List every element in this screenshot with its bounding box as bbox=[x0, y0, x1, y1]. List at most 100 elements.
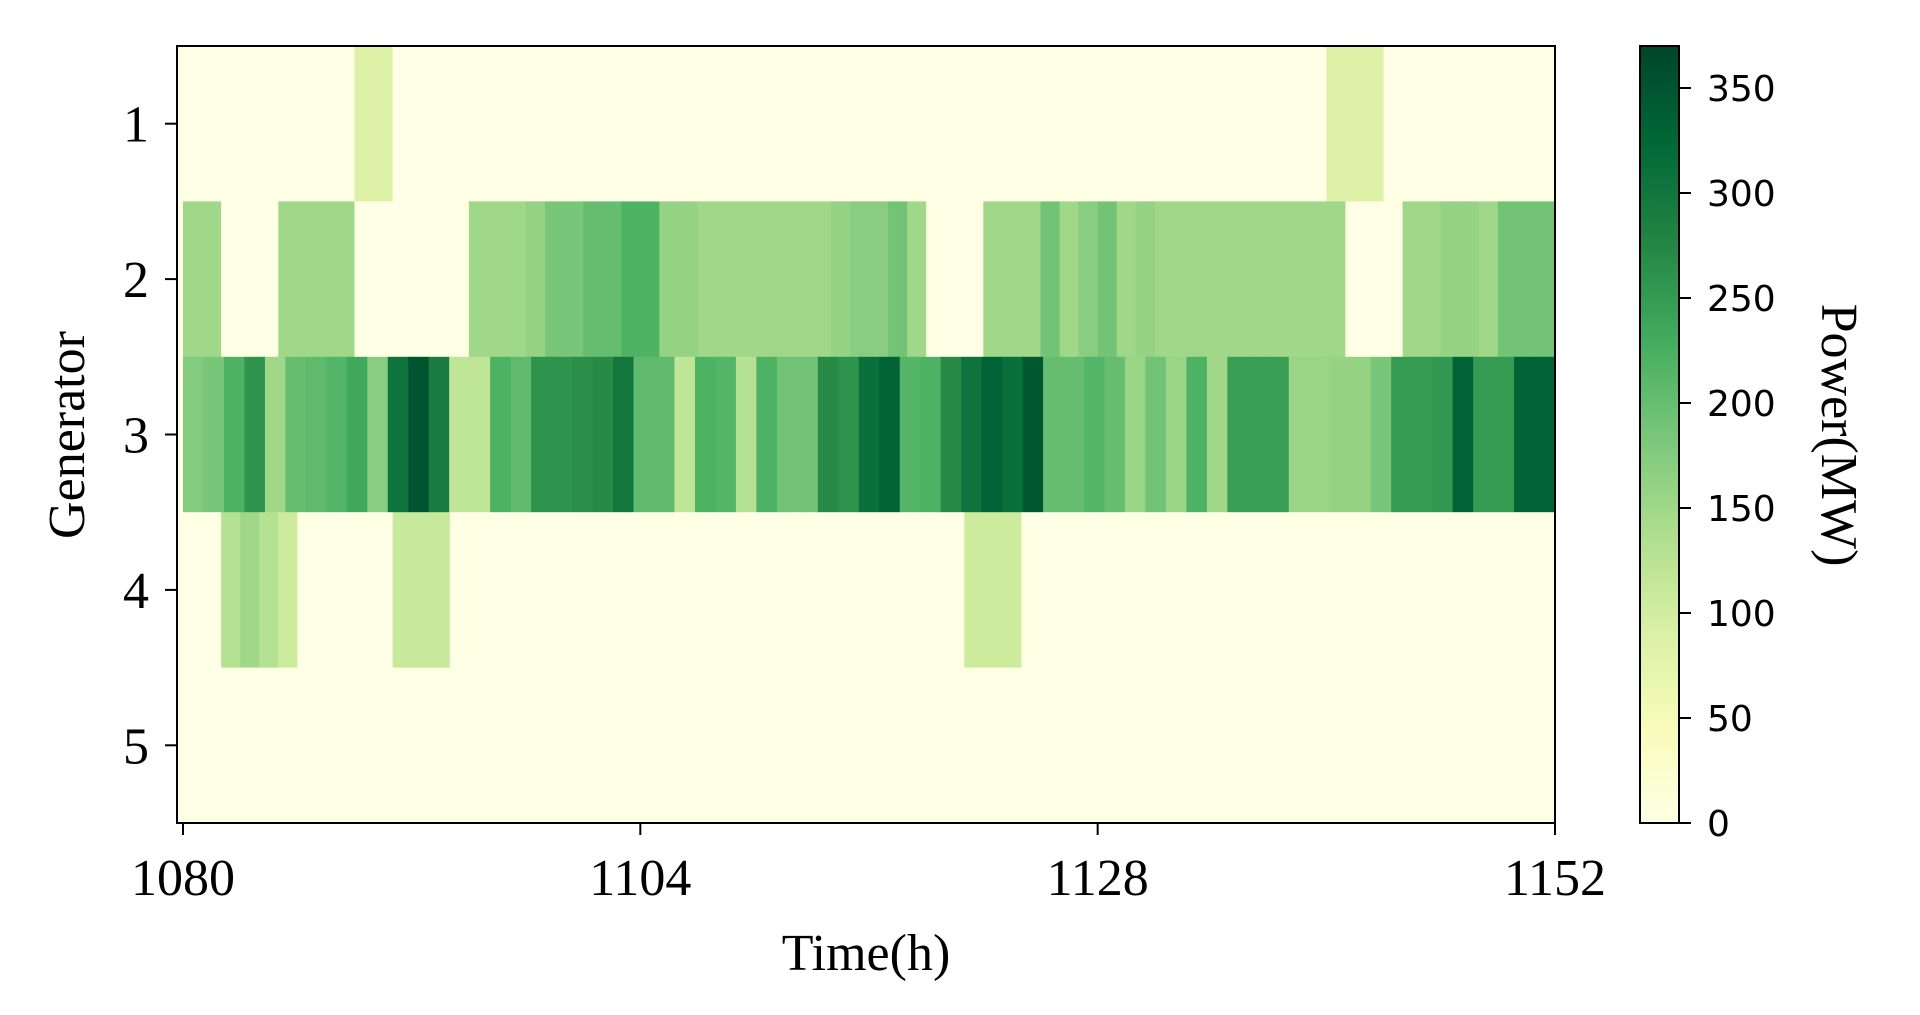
heatmap-cell bbox=[305, 356, 327, 513]
heatmap-cell bbox=[468, 667, 489, 824]
heatmap-cell bbox=[545, 512, 565, 668]
heatmap-cell bbox=[1002, 667, 1023, 824]
heatmap-cell bbox=[510, 356, 532, 513]
heatmap-cell bbox=[1231, 46, 1251, 202]
colorbar-tick-label: 0 bbox=[1707, 804, 1730, 845]
heatmap-cell bbox=[1250, 201, 1270, 358]
heatmap-cell bbox=[697, 201, 718, 358]
heatmap-cell bbox=[817, 356, 839, 513]
colorbar-tick-label: 300 bbox=[1707, 174, 1776, 215]
heatmap-cell bbox=[430, 512, 451, 668]
heatmap-cell bbox=[961, 356, 983, 513]
heatmap-cell bbox=[373, 512, 394, 668]
heatmap-cell bbox=[1250, 512, 1270, 668]
heatmap-cell bbox=[1212, 512, 1232, 668]
heatmap-cell bbox=[335, 512, 356, 668]
heatmap-cell bbox=[468, 201, 489, 358]
heatmap-cell bbox=[1250, 46, 1270, 202]
heatmap-cell bbox=[1063, 356, 1085, 513]
heatmap-cell bbox=[592, 356, 614, 513]
heatmap-cell bbox=[602, 512, 622, 668]
colorbar-tick-label: 200 bbox=[1707, 384, 1776, 425]
heatmap-cell bbox=[792, 667, 813, 824]
heatmap-cell bbox=[1078, 201, 1099, 358]
heatmap-cell bbox=[1250, 667, 1270, 824]
heatmap-cell bbox=[1097, 667, 1118, 824]
heatmap-cell bbox=[983, 512, 1003, 668]
heatmap-cell bbox=[1383, 512, 1404, 668]
heatmap-cell bbox=[392, 667, 413, 824]
heatmap-cell bbox=[278, 201, 298, 358]
heatmap-cell bbox=[811, 512, 832, 668]
heatmap-cell bbox=[259, 46, 279, 202]
heatmap-cell bbox=[264, 356, 286, 513]
heatmap-cell bbox=[964, 46, 984, 202]
heatmap-cell bbox=[888, 667, 908, 824]
heatmap-cell bbox=[1421, 512, 1442, 668]
colorbar-label: Power(MW) bbox=[1810, 304, 1867, 567]
heatmap-cell bbox=[240, 667, 260, 824]
heatmap-cell bbox=[1535, 512, 1556, 668]
heatmap-cell bbox=[506, 512, 527, 668]
heatmap-cell bbox=[1326, 46, 1346, 202]
heatmap-cell bbox=[983, 667, 1003, 824]
colorbar-tick-label: 250 bbox=[1707, 279, 1776, 320]
heatmap-cell bbox=[183, 667, 203, 824]
heatmap-cell bbox=[1021, 201, 1042, 358]
heatmap-cell bbox=[869, 46, 889, 202]
x-axis: 1080 1104 1128 1152 bbox=[131, 823, 1606, 907]
heatmap-cell bbox=[449, 356, 471, 513]
heatmap-cell bbox=[387, 356, 409, 513]
heatmap-cell bbox=[297, 512, 317, 668]
heatmap-cell bbox=[526, 512, 546, 668]
heatmap-cell bbox=[907, 201, 927, 358]
heatmap-cell bbox=[278, 667, 298, 824]
heatmap-cell bbox=[1288, 667, 1308, 824]
heatmap-cell bbox=[849, 512, 870, 668]
heatmap-cell bbox=[716, 201, 737, 358]
heatmap-cell bbox=[1206, 356, 1228, 513]
heatmap-cell bbox=[346, 356, 368, 513]
heatmap-cell bbox=[490, 356, 512, 513]
heatmap-cell bbox=[259, 512, 279, 668]
heatmap-cell bbox=[373, 201, 394, 358]
heatmap-cell bbox=[811, 667, 832, 824]
heatmap-cell bbox=[203, 356, 225, 513]
heatmap-cell bbox=[1078, 667, 1099, 824]
heatmap-cell bbox=[1391, 356, 1413, 513]
heatmap-cell bbox=[1516, 201, 1537, 358]
heatmap-cell bbox=[1516, 46, 1537, 202]
x-tick-label: 1128 bbox=[1047, 850, 1149, 907]
heatmap-cell bbox=[240, 512, 260, 668]
heatmap-cell bbox=[1154, 46, 1175, 202]
heatmap-cell bbox=[1116, 667, 1137, 824]
heatmap-cell bbox=[526, 46, 546, 202]
heatmap-cell bbox=[316, 201, 337, 358]
heatmap-cell bbox=[545, 667, 565, 824]
heatmap-cell bbox=[1497, 667, 1518, 824]
heatmap-cell bbox=[674, 356, 696, 513]
heatmap-cell bbox=[1104, 356, 1126, 513]
heatmap-cell bbox=[776, 356, 798, 513]
heatmap-cell bbox=[694, 356, 717, 513]
y-tick-label: 1 bbox=[123, 97, 149, 154]
heatmap-cell bbox=[621, 512, 641, 668]
heatmap-cell bbox=[469, 356, 491, 513]
heatmap-cell bbox=[659, 46, 680, 202]
heatmap-cell bbox=[1154, 667, 1175, 824]
y-axis-label: Generator bbox=[39, 331, 96, 539]
heatmap-cell bbox=[899, 356, 921, 513]
heatmap-cell bbox=[1059, 201, 1080, 358]
heatmap-cell bbox=[1269, 201, 1289, 358]
heatmap-cell bbox=[602, 201, 622, 358]
heatmap-cell bbox=[583, 201, 603, 358]
heatmap-cell bbox=[1402, 512, 1423, 668]
heatmap-cell bbox=[1535, 667, 1556, 824]
heatmap-cell bbox=[1345, 201, 1366, 358]
heatmap-cell bbox=[1154, 201, 1175, 358]
heatmap-cell bbox=[983, 46, 1003, 202]
heatmap-cell bbox=[564, 512, 584, 668]
heatmap-cell bbox=[1040, 512, 1061, 668]
heatmap-cell bbox=[773, 667, 794, 824]
